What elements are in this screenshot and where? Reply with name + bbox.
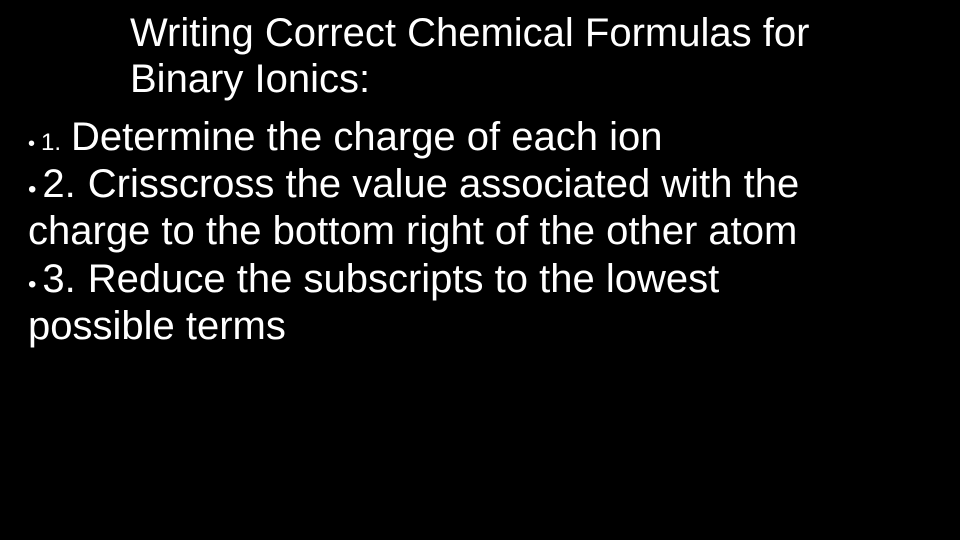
bullet-icon: • bbox=[28, 178, 36, 202]
bullet-icon: • bbox=[28, 134, 35, 154]
bullet-text-2b: charge to the bottom right of the other … bbox=[28, 208, 797, 255]
bullet-item-3-cont: possible terms bbox=[28, 303, 928, 350]
bullet-item-3: • 3. Reduce the subscripts to the lowest bbox=[28, 256, 928, 303]
bullet-number-1: 1. bbox=[41, 129, 61, 157]
slide-title: Writing Correct Chemical Formulas for Bi… bbox=[130, 10, 890, 102]
title-line-2: Binary Ionics: bbox=[130, 56, 890, 102]
bullet-text-1: Determine the charge of each ion bbox=[71, 114, 662, 161]
bullet-item-2: • 2. Crisscross the value associated wit… bbox=[28, 161, 928, 208]
bullet-icon: • bbox=[28, 273, 36, 297]
bullet-item-2-cont: charge to the bottom right of the other … bbox=[28, 208, 928, 255]
bullet-number-3: 3. bbox=[42, 256, 75, 303]
bullet-item-1: • 1. Determine the charge of each ion bbox=[28, 114, 928, 161]
bullet-text-3a: Reduce the subscripts to the lowest bbox=[88, 256, 719, 303]
bullet-number-2: 2. bbox=[42, 161, 75, 208]
title-line-1: Writing Correct Chemical Formulas for bbox=[130, 10, 890, 56]
bullet-text-2a: Crisscross the value associated with the bbox=[88, 161, 799, 208]
bullet-list: • 1. Determine the charge of each ion • … bbox=[28, 114, 928, 350]
slide: Writing Correct Chemical Formulas for Bi… bbox=[0, 0, 960, 540]
bullet-text-3b: possible terms bbox=[28, 303, 286, 350]
